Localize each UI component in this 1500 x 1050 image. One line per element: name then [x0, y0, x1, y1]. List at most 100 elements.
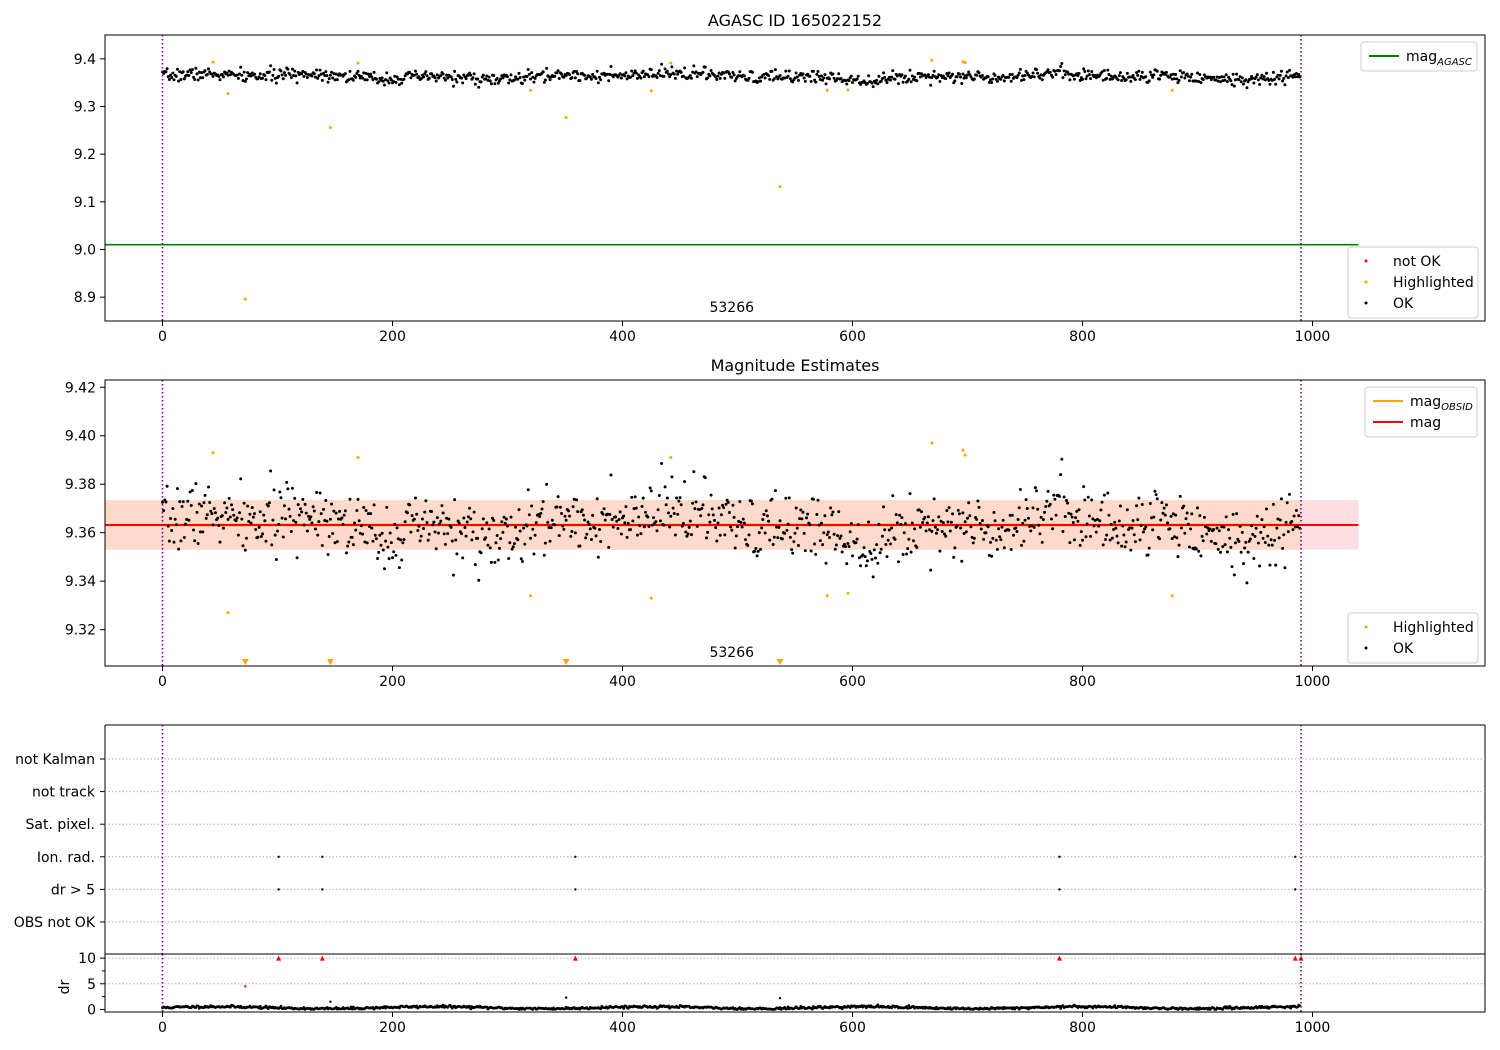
estimates-ok-point	[427, 532, 431, 536]
estimates-ok-point	[917, 508, 921, 512]
agasc-ok-point	[1078, 78, 1082, 82]
agasc-ok-point	[288, 73, 292, 77]
estimates-ok-point	[585, 532, 589, 536]
agasc-ok-point	[417, 75, 421, 79]
estimates-ok-point	[332, 509, 336, 513]
estimates-ok-point	[397, 566, 401, 570]
estimates-ok-point	[1242, 562, 1245, 566]
agasc-ok-point	[708, 74, 712, 78]
estimates-ok-point	[924, 529, 928, 533]
estimates-ok-point	[855, 537, 859, 541]
estimates-ok-point	[908, 492, 912, 496]
estimates-ok-point	[1261, 536, 1265, 540]
agasc-ok-point	[1061, 76, 1065, 80]
agasc-ok-point	[795, 75, 799, 79]
agasc-ok-point	[1009, 79, 1013, 83]
estimates-ok-point	[541, 500, 545, 504]
estimates-ok-point	[227, 496, 231, 500]
agasc-ok-point	[179, 78, 183, 82]
agasc-ok-point	[244, 77, 248, 81]
estimates-ok-point	[1098, 519, 1102, 523]
agasc-ok-point	[171, 71, 175, 75]
agasc-ok-point	[1183, 76, 1187, 80]
agasc-ok-point	[430, 72, 434, 76]
estimates-ok-point	[794, 506, 798, 510]
agasc-ok-point	[541, 70, 545, 74]
estimates-ok-point	[629, 528, 633, 532]
estimates-ok-point	[716, 521, 720, 525]
agasc-ok-point	[220, 73, 224, 77]
agasc-ok-point	[381, 79, 385, 83]
agasc-ok-point	[803, 79, 807, 83]
agasc-ok-point	[876, 82, 880, 86]
agasc-ok-point	[486, 78, 490, 82]
estimates-ok-point	[1161, 511, 1165, 515]
agasc-ok-point	[399, 77, 403, 81]
estimates-ok-point	[449, 525, 453, 529]
estimates-ok-point	[190, 488, 194, 492]
dr-point	[810, 1007, 814, 1011]
estimates-ok-point	[340, 516, 344, 520]
dr-xtick-label: 0	[158, 1020, 167, 1036]
estimates-ok-point	[1297, 514, 1301, 518]
agasc-ok-point	[235, 73, 239, 77]
estimates-ok-point	[550, 518, 554, 522]
agasc-ok-point	[1237, 78, 1241, 82]
dr-outlier-point	[778, 996, 782, 1000]
agasc-ok-point	[187, 73, 191, 77]
agasc-ok-point	[575, 69, 578, 73]
estimates-ok-point	[244, 536, 248, 540]
estimates-ok-point	[1077, 508, 1081, 512]
agasc-ok-point	[1159, 73, 1163, 77]
agasc-ok-point	[493, 82, 497, 86]
estimates-ok-point	[403, 520, 407, 524]
estimates-ok-point	[1196, 506, 1199, 510]
estimates-ok-point	[1097, 524, 1101, 528]
estimates-ok-point	[394, 553, 398, 557]
agasc-ok-point	[747, 76, 751, 80]
agasc-ok-point	[951, 72, 955, 76]
agasc-ok-point	[662, 74, 666, 78]
agasc-ok-point	[389, 78, 393, 82]
estimates-ok-point	[731, 503, 735, 507]
estimates-ok-point	[704, 536, 708, 540]
agasc-ok-point	[257, 75, 261, 79]
estimates-ok-point	[824, 561, 828, 565]
estimates-ok-point	[1291, 528, 1295, 532]
agasc-ok-point	[688, 74, 692, 78]
estimates-ok-point	[1286, 530, 1290, 534]
agasc-ok-point	[175, 67, 179, 71]
agasc-ok-point	[670, 65, 674, 69]
estimates-ok-point	[648, 486, 652, 490]
estimates-ok-point	[633, 495, 637, 499]
agasc-ok-point	[1086, 69, 1090, 73]
flags-row-label: not track	[32, 785, 96, 801]
estimates-ok-point	[1007, 528, 1011, 532]
agasc-ok-point	[903, 74, 907, 78]
estimates-ok-point	[865, 559, 869, 563]
agasc-ok-point	[1173, 77, 1176, 81]
estimates-ok-point	[1058, 494, 1061, 498]
estimates-ok-point	[1069, 512, 1073, 516]
agasc-ok-point	[1258, 82, 1262, 86]
estimates-ok-point	[1048, 502, 1052, 506]
agasc-ok-point	[731, 70, 735, 74]
flags-point	[321, 855, 324, 858]
estimates-ok-point	[307, 514, 311, 518]
estimates-ok-point	[733, 546, 737, 550]
agasc-ok-point	[1002, 79, 1006, 83]
estimates-ok-point	[246, 504, 250, 508]
estimates-ok-point	[764, 509, 768, 513]
dr-clipped-marker	[319, 955, 325, 961]
estimates-ok-point	[893, 537, 897, 541]
estimates-ok-point	[1104, 538, 1107, 542]
estimates-ok-point	[918, 525, 922, 529]
estimates-ok-point	[185, 517, 189, 521]
estimates-ok-point	[632, 507, 636, 511]
agasc-ok-point	[730, 75, 734, 79]
estimates-ok-point	[1094, 530, 1098, 534]
estimates-ok-point	[348, 497, 352, 501]
estimates-ok-point	[325, 519, 329, 523]
agasc-ok-point	[238, 72, 242, 76]
agasc-ok-point	[273, 76, 277, 80]
